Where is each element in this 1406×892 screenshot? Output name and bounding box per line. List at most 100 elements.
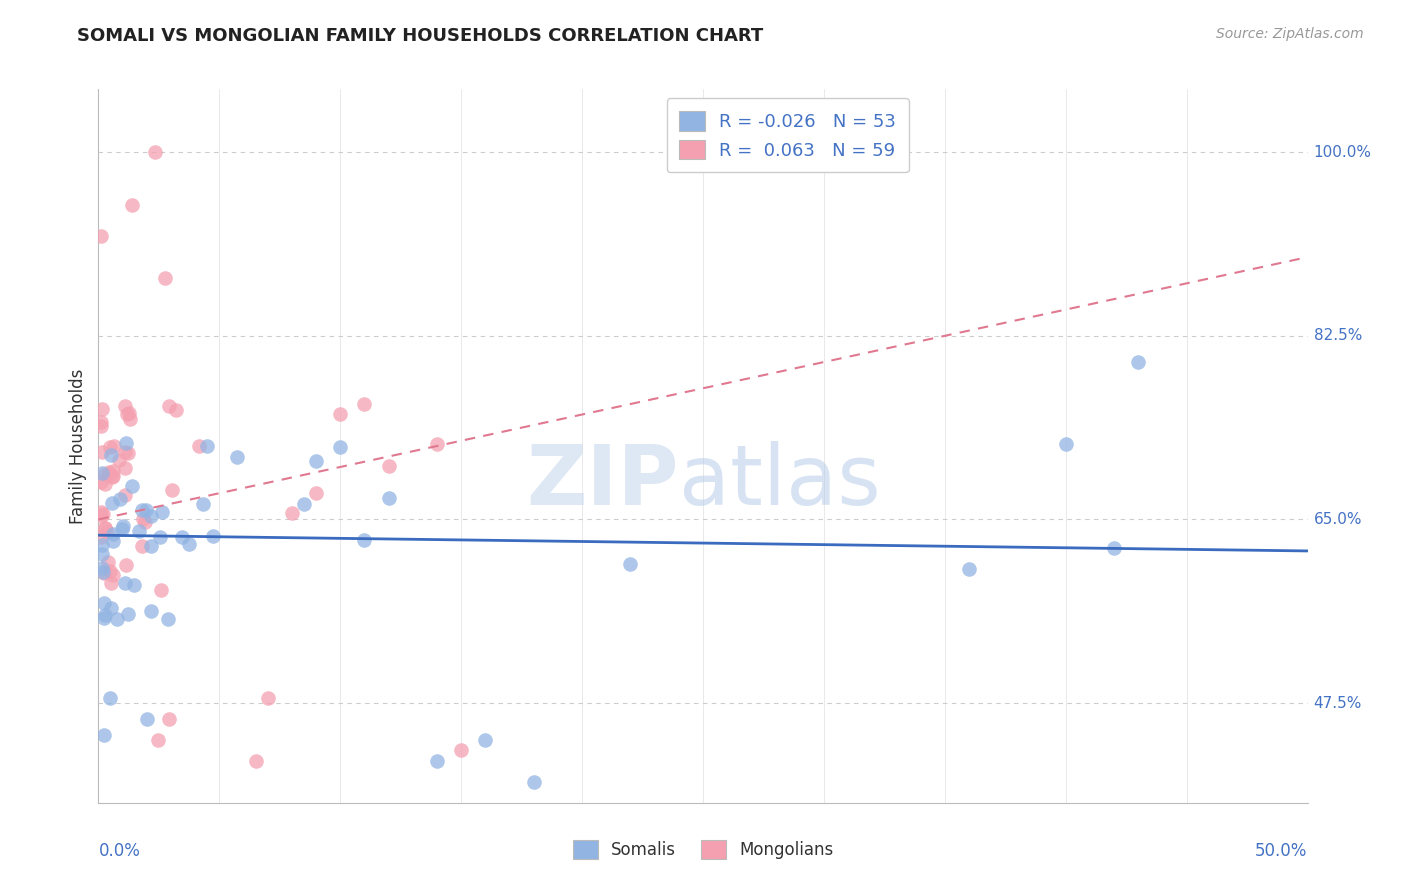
Point (98, 440, 121, 454)
Point (90, 229, 112, 244)
Point (245, 754, 267, 768)
Point (101, 464, 124, 478)
Point (117, 607, 139, 621)
Point (108, 491, 131, 506)
Point (93, 596, 115, 610)
Point (93, 566, 115, 580)
Point (98, 690, 121, 705)
Point (91, 507, 114, 521)
Point (91, 445, 114, 459)
Text: 50.0%: 50.0% (1256, 842, 1308, 860)
Point (93, 467, 115, 481)
Point (101, 470, 124, 484)
Point (118, 411, 141, 425)
Point (103, 439, 125, 453)
Point (353, 533, 375, 548)
Point (201, 529, 224, 543)
Point (91, 565, 114, 579)
Point (157, 712, 180, 726)
Point (191, 497, 214, 511)
Point (114, 445, 136, 459)
Point (141, 603, 163, 617)
Point (226, 450, 249, 464)
Point (141, 539, 163, 553)
Point (90, 475, 112, 489)
Point (114, 488, 136, 502)
Point (150, 583, 173, 598)
Point (108, 453, 131, 467)
Point (93, 611, 115, 625)
Y-axis label: Family Households: Family Households (69, 368, 87, 524)
Point (149, 530, 172, 544)
Point (957, 562, 980, 576)
Point (148, 732, 170, 747)
Point (100, 449, 122, 463)
Point (121, 479, 143, 493)
Point (165, 402, 187, 417)
Text: SOMALI VS MONGOLIAN FAMILY HOUSEHOLDS CORRELATION CHART: SOMALI VS MONGOLIAN FAMILY HOUSEHOLDS CO… (77, 27, 763, 45)
Point (94, 521, 117, 535)
Point (105, 611, 128, 625)
Point (281, 506, 304, 520)
Point (114, 461, 136, 475)
Point (114, 558, 136, 572)
Point (93, 728, 115, 742)
Point (90, 509, 112, 524)
Point (1102, 541, 1125, 555)
Text: 65.0%: 65.0% (1313, 512, 1362, 527)
Point (115, 407, 138, 421)
Point (103, 469, 125, 483)
Point (94, 477, 117, 491)
Point (1128, 355, 1150, 369)
Point (110, 522, 132, 536)
Point (139, 509, 162, 524)
Point (100, 601, 122, 615)
Text: Source: ZipAtlas.com: Source: ZipAtlas.com (1216, 27, 1364, 41)
Point (143, 145, 166, 160)
Point (117, 445, 139, 459)
Point (377, 459, 399, 474)
Point (256, 690, 278, 705)
Point (111, 518, 134, 533)
Point (195, 439, 218, 453)
Point (134, 515, 156, 529)
Point (155, 271, 177, 285)
Point (90, 419, 112, 434)
Point (157, 399, 180, 413)
Point (136, 712, 159, 726)
Point (160, 483, 183, 498)
Point (91, 538, 114, 552)
Point (1054, 436, 1077, 450)
Point (305, 485, 328, 500)
Point (90, 402, 112, 417)
Point (98, 467, 121, 481)
Point (292, 497, 315, 511)
Point (426, 437, 449, 451)
Point (121, 197, 143, 211)
Point (94, 608, 117, 623)
Point (118, 407, 141, 421)
Point (305, 454, 328, 468)
Point (98, 564, 121, 578)
Point (179, 537, 201, 551)
Point (187, 439, 209, 453)
Point (93, 521, 115, 535)
Point (103, 567, 125, 582)
Point (98, 465, 121, 479)
Point (91, 560, 114, 574)
Point (115, 435, 138, 450)
Point (353, 397, 375, 411)
Text: 0.0%: 0.0% (98, 842, 141, 860)
Point (426, 754, 449, 768)
Point (377, 491, 399, 505)
Text: 100.0%: 100.0% (1313, 145, 1372, 160)
Point (329, 407, 352, 421)
Point (329, 440, 352, 454)
Point (619, 557, 641, 571)
Point (450, 743, 472, 757)
Point (101, 496, 124, 510)
Point (91, 466, 114, 480)
Point (103, 526, 125, 541)
Point (91, 547, 114, 561)
Point (128, 524, 150, 539)
